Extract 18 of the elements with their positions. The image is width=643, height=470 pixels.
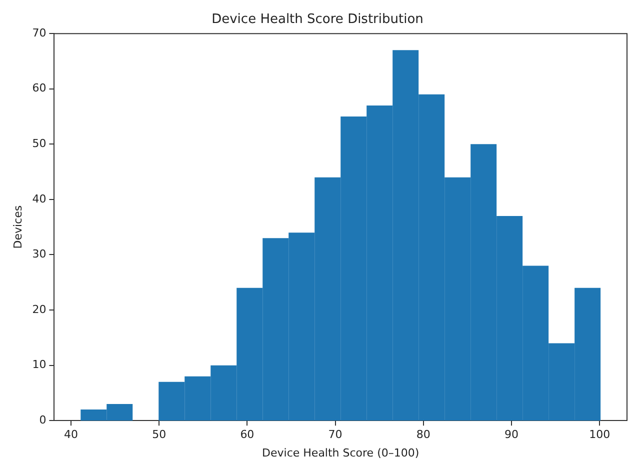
chart-title: Device Health Score Distribution: [212, 12, 424, 28]
x-tick-label: 80: [416, 428, 430, 442]
x-tick-label: 60: [240, 428, 254, 442]
y-tick-label: 0: [39, 413, 46, 426]
x-tick-label: 70: [328, 428, 342, 442]
x-tick-label: 90: [504, 428, 519, 442]
y-tick-label: 10: [32, 358, 46, 372]
x-tick-label: 100: [589, 428, 610, 442]
y-tick-label: 40: [32, 192, 46, 206]
y-axis-title: Devices: [11, 205, 24, 249]
y-tick-label: 30: [32, 248, 46, 261]
x-tick-label: 40: [64, 428, 78, 442]
x-axis-title: Device Health Score (0–100): [262, 446, 420, 460]
y-tick-label: 60: [32, 82, 46, 95]
y-tick-label: 70: [32, 26, 46, 40]
y-tick-label: 50: [32, 137, 46, 150]
x-tick-label: 50: [152, 428, 166, 442]
y-tick-label: 20: [32, 302, 46, 316]
